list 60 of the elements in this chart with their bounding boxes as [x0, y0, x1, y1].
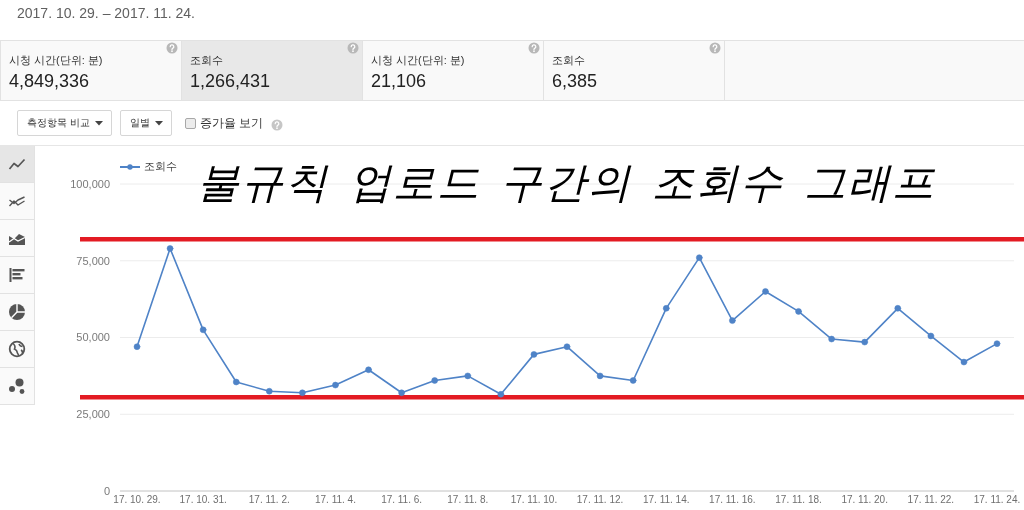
x-tick-label: 17. 11. 12.	[576, 494, 624, 506]
category-label: 조회수	[552, 54, 585, 66]
x-tick-label: 17. 11. 2.	[248, 494, 290, 506]
point	[530, 351, 538, 358]
text: 증가율 보기	[199, 115, 263, 131]
point	[960, 358, 968, 366]
x-tick-label: 17. 10. 31.	[179, 494, 227, 506]
legend-label: 조회수	[144, 159, 177, 174]
y-tick-label: 0	[103, 484, 110, 497]
x-tick-label: 17. 11. 18.	[775, 494, 822, 506]
point	[762, 288, 769, 295]
category-label: 시청 시간(단위: 분)	[371, 54, 465, 66]
text: 4,849,336	[9, 71, 90, 91]
text: 1,266,431	[190, 71, 271, 91]
dropdown-button: 측정항목 비교	[17, 110, 112, 136]
point	[199, 326, 207, 334]
x-tick-label: 17. 11. 14.	[642, 494, 690, 506]
point	[232, 378, 240, 386]
point	[133, 343, 141, 350]
x-tick-label: 17. 11. 16.	[709, 494, 756, 506]
point	[464, 372, 472, 380]
point	[497, 391, 505, 398]
point	[927, 332, 935, 340]
point	[894, 305, 902, 312]
point	[795, 308, 802, 315]
point	[696, 254, 703, 261]
x-tick-label: 17. 11. 4.	[314, 494, 356, 506]
x-tick-label: 17. 11. 20.	[841, 494, 888, 506]
point	[993, 340, 1001, 347]
x-tick-label: 17. 11. 8.	[447, 494, 489, 506]
point	[729, 317, 736, 324]
x-tick-label: 17. 10. 29.	[113, 494, 161, 506]
y-tick-label: 25,000	[76, 408, 110, 421]
point	[332, 381, 339, 389]
x-tick-label: 17. 11. 6.	[381, 494, 423, 506]
point	[596, 372, 604, 380]
x-tick-label: 17. 11. 24.	[973, 494, 1021, 506]
point	[563, 343, 571, 350]
point	[431, 377, 438, 384]
chart-title: 불규칙 업로드 구간의 조회수 그래프	[197, 159, 936, 206]
point	[166, 245, 174, 252]
text: 21,106	[371, 71, 427, 91]
point	[828, 335, 835, 343]
text: 2017. 10. 29. – 2017. 11. 24.	[17, 5, 196, 21]
text: 6,385	[552, 71, 598, 91]
point	[629, 377, 637, 384]
y-tick-label: 75,000	[76, 254, 110, 267]
category-label: 시청 시간(단위: 분)	[9, 54, 103, 66]
point	[365, 366, 372, 373]
point	[398, 389, 405, 397]
category-label: 조회수	[190, 54, 223, 66]
x-tick-label: 17. 11. 22.	[907, 494, 955, 506]
point	[861, 338, 868, 346]
point	[662, 305, 670, 312]
x-tick-label: 17. 11. 10.	[510, 494, 558, 506]
y-tick-label: 100,000	[70, 177, 110, 190]
point	[266, 387, 273, 395]
point	[299, 389, 306, 397]
y-tick-label: 50,000	[76, 331, 110, 344]
dropdown-button: 일별	[119, 110, 172, 136]
